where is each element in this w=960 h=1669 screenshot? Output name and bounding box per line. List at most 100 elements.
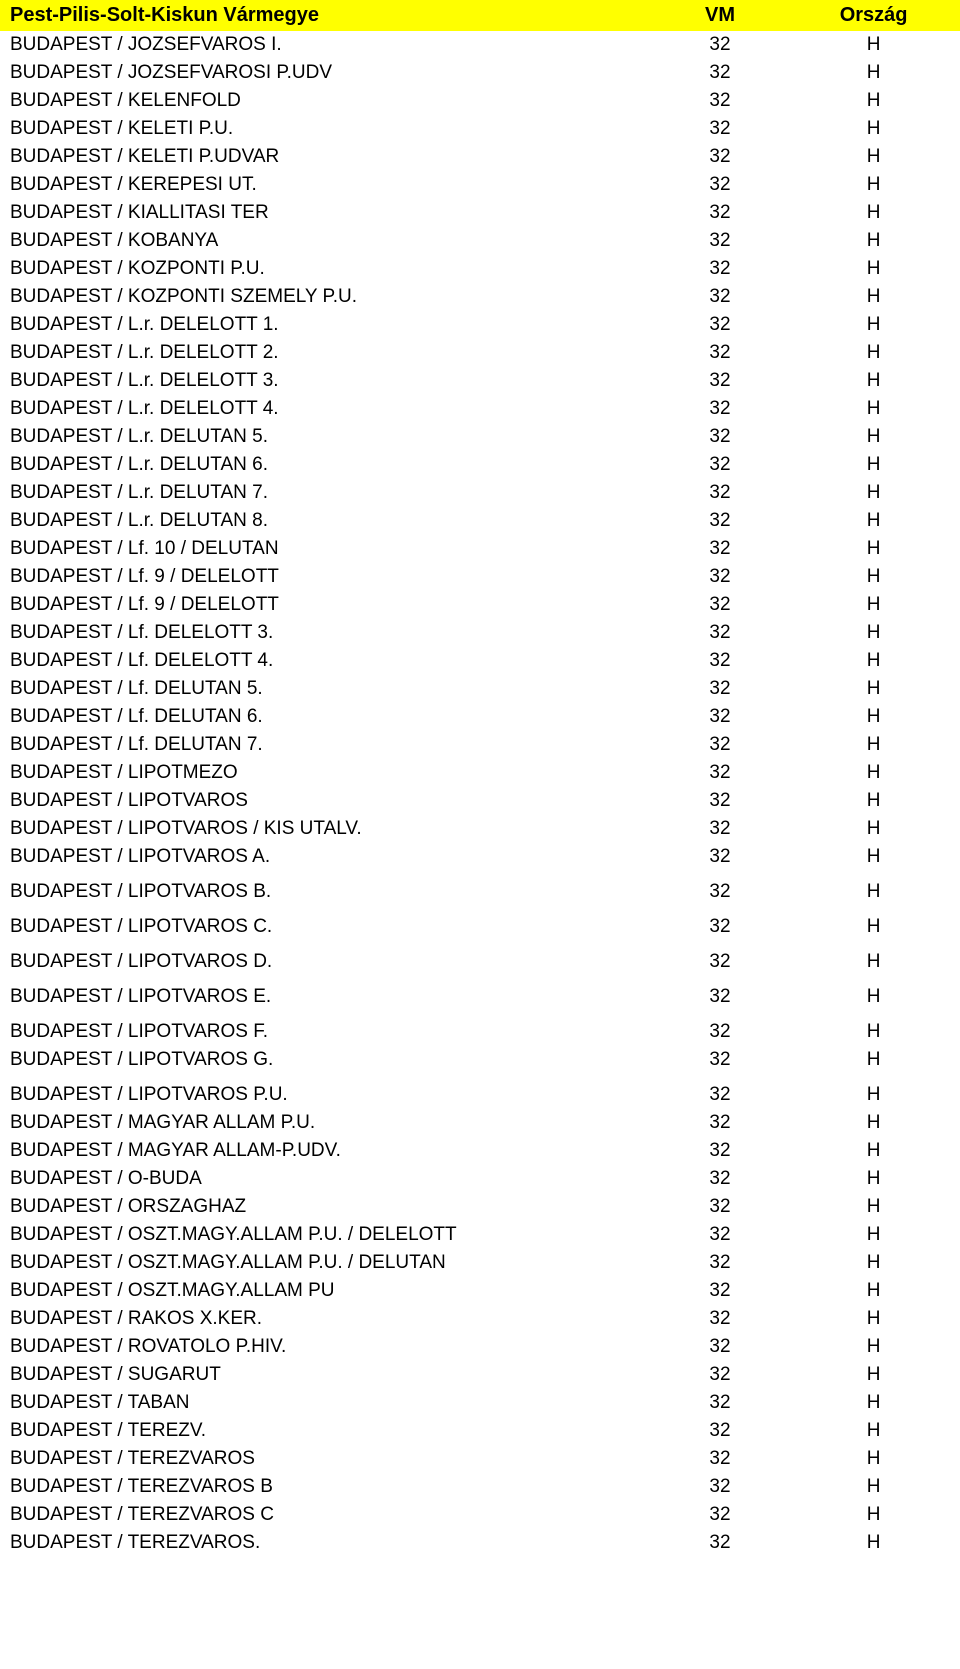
- cell-vm: 32: [653, 591, 787, 619]
- cell-name: BUDAPEST / ROVATOLO P.HIV.: [0, 1333, 653, 1361]
- cell-orszag: H: [787, 1011, 960, 1046]
- cell-vm: 32: [653, 367, 787, 395]
- cell-orszag: H: [787, 479, 960, 507]
- cell-name: BUDAPEST / LIPOTVAROS G.: [0, 1046, 653, 1074]
- cell-vm: 32: [653, 507, 787, 535]
- table-row: BUDAPEST / TEREZVAROS32H: [0, 1445, 960, 1473]
- cell-vm: 32: [653, 1074, 787, 1109]
- table-row: BUDAPEST / JOZSEFVAROS I.32H: [0, 31, 960, 59]
- table-row: BUDAPEST / KIALLITASI TER32H: [0, 199, 960, 227]
- cell-vm: 32: [653, 647, 787, 675]
- cell-vm: 32: [653, 787, 787, 815]
- cell-name: BUDAPEST / TEREZVAROS B: [0, 1473, 653, 1501]
- cell-orszag: H: [787, 1417, 960, 1445]
- cell-vm: 32: [653, 1011, 787, 1046]
- cell-name: BUDAPEST / LIPOTVAROS D.: [0, 941, 653, 976]
- cell-vm: 32: [653, 1417, 787, 1445]
- cell-vm: 32: [653, 311, 787, 339]
- cell-vm: 32: [653, 976, 787, 1011]
- cell-orszag: H: [787, 31, 960, 59]
- cell-name: BUDAPEST / MAGYAR ALLAM P.U.: [0, 1109, 653, 1137]
- cell-orszag: H: [787, 906, 960, 941]
- cell-orszag: H: [787, 87, 960, 115]
- cell-vm: 32: [653, 1473, 787, 1501]
- table-body: BUDAPEST / JOZSEFVAROS I.32HBUDAPEST / J…: [0, 31, 960, 1557]
- cell-name: BUDAPEST / Lf. DELELOTT 4.: [0, 647, 653, 675]
- cell-vm: 32: [653, 675, 787, 703]
- cell-vm: 32: [653, 563, 787, 591]
- cell-vm: 32: [653, 1137, 787, 1165]
- cell-vm: 32: [653, 1501, 787, 1529]
- cell-name: BUDAPEST / L.r. DELUTAN 7.: [0, 479, 653, 507]
- table-row: BUDAPEST / MAGYAR ALLAM P.U.32H: [0, 1109, 960, 1137]
- cell-vm: 32: [653, 1305, 787, 1333]
- cell-vm: 32: [653, 171, 787, 199]
- cell-vm: 32: [653, 703, 787, 731]
- cell-vm: 32: [653, 87, 787, 115]
- cell-orszag: H: [787, 619, 960, 647]
- cell-vm: 32: [653, 1389, 787, 1417]
- cell-vm: 32: [653, 1046, 787, 1074]
- cell-vm: 32: [653, 1221, 787, 1249]
- cell-name: BUDAPEST / SUGARUT: [0, 1361, 653, 1389]
- cell-orszag: H: [787, 731, 960, 759]
- table-row: BUDAPEST / L.r. DELUTAN 6.32H: [0, 451, 960, 479]
- cell-name: BUDAPEST / L.r. DELELOTT 4.: [0, 395, 653, 423]
- cell-orszag: H: [787, 1221, 960, 1249]
- table-row: BUDAPEST / Lf. DELELOTT 4.32H: [0, 647, 960, 675]
- cell-vm: 32: [653, 143, 787, 171]
- table-row: BUDAPEST / Lf. DELUTAN 5.32H: [0, 675, 960, 703]
- cell-vm: 32: [653, 871, 787, 906]
- table-row: BUDAPEST / LIPOTVAROS A.32H: [0, 843, 960, 871]
- cell-vm: 32: [653, 1529, 787, 1557]
- cell-vm: 32: [653, 619, 787, 647]
- cell-orszag: H: [787, 227, 960, 255]
- cell-name: BUDAPEST / JOZSEFVAROSI P.UDV: [0, 59, 653, 87]
- cell-orszag: H: [787, 1361, 960, 1389]
- table-row: BUDAPEST / LIPOTVAROS E.32H: [0, 976, 960, 1011]
- cell-orszag: H: [787, 507, 960, 535]
- cell-vm: 32: [653, 1249, 787, 1277]
- cell-orszag: H: [787, 451, 960, 479]
- cell-vm: 32: [653, 1445, 787, 1473]
- table-row: BUDAPEST / LIPOTVAROS32H: [0, 787, 960, 815]
- cell-vm: 32: [653, 1361, 787, 1389]
- cell-name: BUDAPEST / KOZPONTI P.U.: [0, 255, 653, 283]
- cell-orszag: H: [787, 311, 960, 339]
- table-row: BUDAPEST / L.r. DELELOTT 3.32H: [0, 367, 960, 395]
- cell-name: BUDAPEST / KELETI P.U.: [0, 115, 653, 143]
- table-row: BUDAPEST / Lf. 10 / DELUTAN32H: [0, 535, 960, 563]
- cell-name: BUDAPEST / OSZT.MAGY.ALLAM P.U. / DELUTA…: [0, 1249, 653, 1277]
- table-row: BUDAPEST / Lf. 9 / DELELOTT32H: [0, 563, 960, 591]
- table-row: BUDAPEST / OSZT.MAGY.ALLAM P.U. / DELUTA…: [0, 1249, 960, 1277]
- table-row: BUDAPEST / L.r. DELELOTT 1.32H: [0, 311, 960, 339]
- cell-orszag: H: [787, 1193, 960, 1221]
- cell-vm: 32: [653, 199, 787, 227]
- cell-vm: 32: [653, 423, 787, 451]
- cell-name: BUDAPEST / L.r. DELUTAN 8.: [0, 507, 653, 535]
- table-row: BUDAPEST / KELETI P.U.32H: [0, 115, 960, 143]
- cell-orszag: H: [787, 703, 960, 731]
- cell-vm: 32: [653, 1193, 787, 1221]
- cell-name: BUDAPEST / LIPOTVAROS E.: [0, 976, 653, 1011]
- cell-name: BUDAPEST / OSZT.MAGY.ALLAM P.U. / DELELO…: [0, 1221, 653, 1249]
- cell-vm: 32: [653, 906, 787, 941]
- cell-name: BUDAPEST / ORSZAGHAZ: [0, 1193, 653, 1221]
- cell-orszag: H: [787, 1389, 960, 1417]
- table-row: BUDAPEST / Lf. 9 / DELELOTT32H: [0, 591, 960, 619]
- cell-orszag: H: [787, 59, 960, 87]
- cell-vm: 32: [653, 451, 787, 479]
- cell-orszag: H: [787, 591, 960, 619]
- cell-orszag: H: [787, 171, 960, 199]
- cell-name: BUDAPEST / JOZSEFVAROS I.: [0, 31, 653, 59]
- cell-name: BUDAPEST / Lf. 10 / DELUTAN: [0, 535, 653, 563]
- table-row: BUDAPEST / KELETI P.UDVAR32H: [0, 143, 960, 171]
- cell-vm: 32: [653, 843, 787, 871]
- table-header: Pest-Pilis-Solt-Kiskun Vármegye VM Orszá…: [0, 0, 960, 31]
- table-row: BUDAPEST / KOZPONTI SZEMELY P.U.32H: [0, 283, 960, 311]
- cell-orszag: H: [787, 759, 960, 787]
- cell-orszag: H: [787, 1109, 960, 1137]
- table-row: BUDAPEST / TEREZVAROS B32H: [0, 1473, 960, 1501]
- cell-orszag: H: [787, 647, 960, 675]
- cell-name: BUDAPEST / LIPOTVAROS P.U.: [0, 1074, 653, 1109]
